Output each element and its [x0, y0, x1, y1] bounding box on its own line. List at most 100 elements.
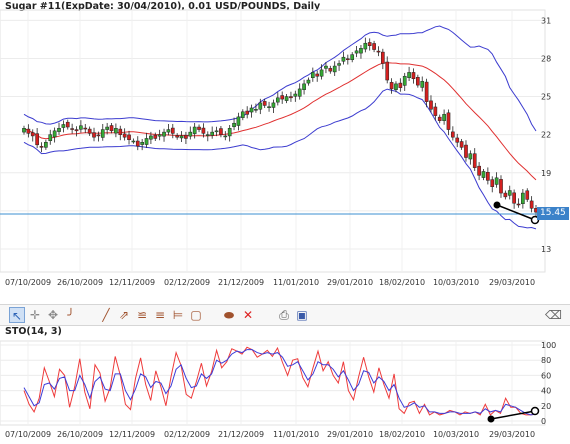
sto-trend-line-drawing[interactable]: [490, 410, 536, 420]
price-chart[interactable]: 13161922252831 07/10/200926/10/200912/11…: [0, 0, 570, 300]
candle-body: [232, 122, 236, 128]
candle-body: [118, 128, 123, 135]
candle-body: [394, 83, 398, 90]
print-icon[interactable]: ⎙: [279, 308, 289, 322]
sto-x-tick-label: 26/10/2009: [57, 430, 103, 439]
fibonacci-icon[interactable]: ≡: [154, 308, 166, 322]
bollinger-upper-band: [23, 25, 537, 132]
candle-body: [499, 179, 503, 194]
trend-line-start-handle[interactable]: [493, 201, 501, 209]
save-icon[interactable]: ▣: [296, 308, 308, 322]
bollinger-lower-line: [23, 88, 537, 230]
price-x-axis: 07/10/2009 26/10/2009 12/11/2009 02/12/2009…: [5, 278, 535, 287]
candle-body: [328, 68, 333, 72]
candle-body: [507, 190, 512, 196]
trend-line-end-handle[interactable]: [530, 215, 540, 225]
candle-body: [245, 110, 250, 115]
price-plot-frame: [0, 9, 546, 273]
sto-y-tick-label: 40: [541, 387, 551, 396]
candle-body: [319, 69, 324, 77]
price-x-tick-label: 10/03/2010: [433, 278, 479, 287]
candle-body: [52, 130, 57, 138]
candle-body: [140, 142, 144, 145]
bollinger-lower-band: [23, 88, 537, 230]
candle-body: [39, 146, 44, 148]
candle-body: [341, 56, 346, 62]
candle-body: [363, 42, 368, 50]
sto-trend-line-start-handle[interactable]: [487, 415, 495, 423]
candle-body: [223, 135, 228, 138]
candle-body: [83, 127, 88, 130]
trash-icon[interactable]: ⌫: [545, 308, 562, 322]
sto-series: [23, 346, 537, 416]
candle-body: [166, 129, 171, 133]
sto-x-tick-label: 21/12/2009: [218, 430, 264, 439]
gann-fan-icon[interactable]: ⊨: [172, 308, 184, 322]
sto-trend-line-end-handle[interactable]: [530, 406, 540, 416]
delete-last-icon[interactable]: ✕: [242, 308, 254, 322]
trend-line-icon[interactable]: ╱: [102, 308, 110, 322]
crosshair-icon[interactable]: ✛: [29, 308, 41, 322]
price-y-tick-label: 25: [541, 93, 551, 102]
moving-average-path: [23, 62, 537, 181]
candle-body: [201, 127, 206, 134]
price-x-tick-label: 29/03/2010: [489, 278, 535, 287]
candle-body: [170, 127, 175, 134]
candle-body: [315, 73, 320, 77]
gann-box-icon[interactable]: ▢: [190, 308, 202, 322]
candle-body: [359, 48, 363, 54]
candle-body: [337, 63, 341, 66]
candle-body: [503, 192, 508, 198]
candle-body: [249, 107, 254, 113]
candle-body: [70, 128, 74, 130]
candle-body: [433, 106, 438, 116]
candle-body: [521, 192, 525, 204]
move-icon[interactable]: ✥: [47, 308, 59, 322]
candle-body: [105, 126, 109, 130]
candle-body: [65, 121, 70, 128]
candle-body: [149, 135, 153, 140]
candle-body: [293, 93, 298, 97]
candle-body: [420, 81, 425, 88]
price-x-tick-label: 21/12/2009: [218, 278, 264, 287]
candle-body: [367, 42, 372, 47]
candle-body: [96, 134, 101, 137]
sto-grid: [0, 340, 546, 426]
candle-body: [262, 101, 267, 106]
candle-body: [354, 50, 359, 54]
channel-icon[interactable]: ≌: [136, 308, 148, 322]
candle-body: [407, 72, 411, 79]
price-x-tick-label: 12/11/2009: [109, 278, 155, 287]
candle-body: [486, 171, 490, 181]
candle-body: [44, 142, 48, 148]
candlestick-series: [22, 37, 538, 218]
candle-body: [184, 134, 188, 139]
ray-line-icon[interactable]: ⇗: [118, 308, 130, 322]
candle-body: [451, 131, 455, 138]
sto-x-axis: 07/10/2009 26/10/2009 12/11/2009 02/12/2009…: [5, 430, 535, 439]
trend-line-drawing[interactable]: [496, 204, 536, 221]
price-x-tick-label: 26/10/2009: [57, 278, 103, 287]
sto-x-tick-label: 29/03/2010: [489, 430, 535, 439]
candle-body: [179, 135, 184, 139]
candle-body: [437, 116, 442, 121]
cursor-icon[interactable]: ↖: [9, 307, 25, 323]
candle-body: [459, 141, 464, 148]
sto-y-tick-label: 0: [541, 417, 546, 426]
sto-x-tick-label: 12/11/2009: [109, 430, 155, 439]
candle-body: [468, 153, 473, 160]
candle-body: [210, 131, 214, 136]
candle-body: [324, 65, 328, 69]
vertical-line-icon[interactable]: ╯: [67, 308, 75, 322]
ellipse-icon[interactable]: ⬬: [223, 308, 235, 322]
candle-body: [455, 137, 460, 143]
candle-body: [127, 134, 131, 140]
candle-body: [236, 116, 241, 126]
sto-x-tick-label: 07/10/2009: [5, 430, 51, 439]
candle-body: [512, 192, 516, 204]
sto-y-tick-label: 60: [541, 371, 551, 380]
price-x-tick-label: 11/01/2010: [273, 278, 319, 287]
sto-y-tick-label: 20: [541, 402, 551, 411]
candle-body: [109, 125, 114, 132]
